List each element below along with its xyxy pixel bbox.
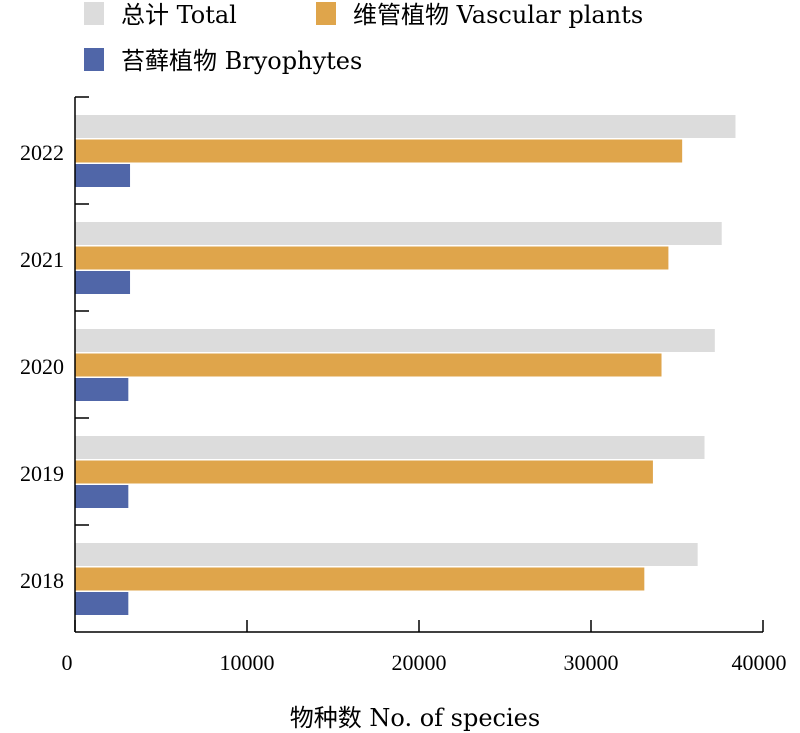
x-tick-label-40000: 40000 (732, 650, 787, 675)
legend-swatch-total (84, 2, 104, 25)
legend-label-total: 总计 Total (121, 1, 237, 29)
bar-bryophytes-2021 (75, 271, 131, 294)
legend: 总计 Total 维管植物 Vascular plants 苔藓植物 Bryophy… (84, 1, 643, 75)
x-axis-title: 物种数 No. of species (290, 704, 540, 732)
y-tick-label-2019: 2019 (20, 461, 64, 486)
bar-bryophytes-2018 (75, 592, 129, 615)
bar-vascular-plants-2018 (75, 567, 645, 591)
legend-label-vascular-plants: 维管植物 Vascular plants (353, 1, 643, 29)
bar-total-2019 (75, 436, 705, 459)
bar-bryophytes-2022 (75, 164, 131, 187)
bar-total-2021 (75, 222, 722, 245)
bar-total-2018 (75, 543, 698, 566)
bar-total-2020 (75, 329, 715, 352)
bar-vascular-plants-2020 (75, 353, 662, 377)
legend-swatch-bryophytes (84, 48, 104, 71)
bars (75, 115, 736, 615)
y-tick-label-2020: 2020 (20, 354, 64, 379)
axes: 2022 2021 2020 2019 2018 0 10000 20000 30000 4000… (20, 96, 787, 675)
bar-bryophytes-2020 (75, 378, 129, 401)
legend-swatch-vascular-plants (316, 2, 336, 25)
bar-vascular-plants-2022 (75, 139, 683, 163)
legend-label-bryophytes: 苔藓植物 Bryophytes (121, 47, 362, 75)
bar-total-2022 (75, 115, 736, 138)
bar-bryophytes-2019 (75, 485, 129, 508)
bar-vascular-plants-2021 (75, 246, 669, 270)
x-tick-label-30000: 30000 (564, 650, 619, 675)
bar-vascular-plants-2019 (75, 460, 653, 484)
y-tick-label-2021: 2021 (20, 247, 64, 272)
x-tick-label-0: 0 (62, 650, 73, 675)
y-tick-label-2018: 2018 (20, 568, 64, 593)
x-tick-label-10000: 10000 (220, 650, 275, 675)
x-tick-label-20000: 20000 (392, 650, 447, 675)
y-tick-label-2022: 2022 (20, 140, 64, 165)
